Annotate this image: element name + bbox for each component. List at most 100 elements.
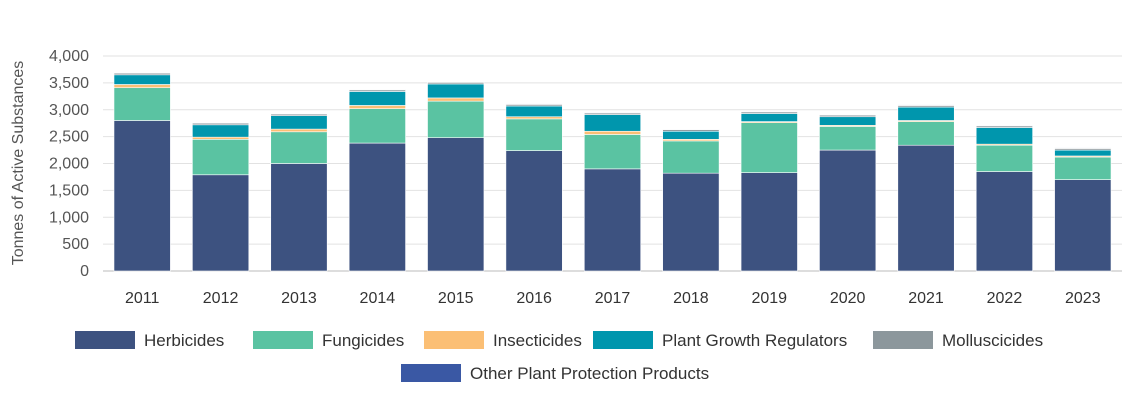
bar-segment-insecticides[interactable] — [348, 105, 406, 109]
y-tick-label: 500 — [62, 236, 89, 253]
legend-label: Molluscicides — [942, 331, 1043, 350]
bar-segment-other-plant-protection-products[interactable] — [348, 89, 406, 91]
bar-segment-other-plant-protection-products[interactable] — [662, 128, 720, 130]
bar-segment-other-plant-protection-products[interactable] — [270, 113, 328, 115]
bar-segment-herbicides[interactable] — [975, 171, 1033, 272]
bar-segment-insecticides[interactable] — [113, 84, 171, 89]
bar-segment-insecticides[interactable] — [505, 116, 563, 120]
y-tick-label: 2,500 — [49, 129, 89, 146]
bar-segment-other-plant-protection-products[interactable] — [192, 122, 250, 124]
bar-segment-plant-growth-regulators[interactable] — [1054, 149, 1112, 157]
x-tick-label: 2011 — [125, 290, 160, 307]
y-tick-label: 4,000 — [49, 48, 89, 65]
bar-segment-herbicides[interactable] — [505, 150, 563, 272]
legend-swatch — [253, 331, 313, 349]
bar-segment-other-plant-protection-products[interactable] — [975, 125, 1033, 127]
legend: Herbicides Fungicides Insecticides Plant Gr… — [75, 331, 1043, 383]
bar-segment-herbicides[interactable] — [662, 172, 720, 272]
bar-segment-herbicides[interactable] — [897, 144, 955, 272]
x-tick-label: 2023 — [1065, 290, 1101, 307]
bar-segment-fungicides[interactable] — [348, 108, 406, 144]
bar-segment-fungicides[interactable] — [427, 100, 485, 139]
legend-item[interactable]: Fungicides — [253, 331, 404, 350]
bar-segment-plant-growth-regulators[interactable] — [897, 106, 955, 121]
legend-swatch — [873, 331, 933, 349]
bar-segment-fungicides[interactable] — [583, 134, 642, 170]
legend-item[interactable]: Other Plant Protection Products — [401, 364, 709, 383]
bar-segment-plant-growth-regulators[interactable] — [505, 105, 563, 118]
legend-swatch — [75, 331, 135, 349]
legend-item[interactable]: Insecticides — [424, 331, 582, 350]
bar-segment-insecticides[interactable] — [583, 130, 642, 135]
bar-segment-fungicides[interactable] — [1054, 156, 1112, 180]
x-axis-ticks: 2011 2012 2013 2014 2015 2016 2017 2018 2019 2020… — [125, 290, 1101, 307]
bar-segment-plant-growth-regulators[interactable] — [583, 114, 642, 132]
bar-segment-other-plant-protection-products[interactable] — [113, 72, 171, 74]
bar-segment-herbicides[interactable] — [819, 149, 877, 272]
bar-segment-plant-growth-regulators[interactable] — [427, 83, 485, 99]
bar-segment-herbicides[interactable] — [113, 120, 171, 272]
bar-segment-plant-growth-regulators[interactable] — [113, 74, 171, 85]
x-tick-label: 2016 — [516, 290, 552, 307]
x-tick-label: 2022 — [987, 290, 1023, 307]
bar-segment-herbicides[interactable] — [583, 168, 642, 272]
x-tick-label: 2019 — [751, 290, 787, 307]
bar-segment-fungicides[interactable] — [662, 140, 720, 174]
bar-segment-fungicides[interactable] — [897, 121, 955, 146]
legend-item[interactable]: Molluscicides — [873, 331, 1043, 350]
y-axis-label: Tonnes of Active Substances — [10, 61, 27, 266]
legend-swatch — [593, 331, 653, 349]
bar-segment-fungicides[interactable] — [113, 87, 171, 121]
bars — [113, 72, 1112, 272]
legend-label: Herbicides — [144, 331, 224, 350]
bar-segment-fungicides[interactable] — [192, 139, 250, 176]
bar-segment-herbicides[interactable] — [1054, 179, 1112, 272]
bar-segment-other-plant-protection-products[interactable] — [897, 104, 955, 106]
bar-segment-plant-growth-regulators[interactable] — [192, 124, 250, 138]
legend-item[interactable]: Plant Growth Regulators — [593, 331, 847, 350]
legend-label: Fungicides — [322, 331, 404, 350]
bar-segment-herbicides[interactable] — [740, 172, 798, 272]
y-tick-label: 1,500 — [49, 182, 89, 199]
bar-segment-other-plant-protection-products[interactable] — [740, 111, 798, 113]
bar-segment-plant-growth-regulators[interactable] — [270, 115, 328, 130]
bar-segment-other-plant-protection-products[interactable] — [583, 112, 642, 114]
bar-segment-other-plant-protection-products[interactable] — [505, 103, 563, 105]
legend-label: Insecticides — [493, 331, 582, 350]
bar-segment-plant-growth-regulators[interactable] — [740, 113, 798, 122]
y-tick-label: 3,500 — [49, 75, 89, 92]
x-tick-label: 2015 — [438, 290, 474, 307]
bar-segment-insecticides[interactable] — [270, 128, 328, 133]
legend-swatch — [424, 331, 484, 349]
bar-segment-fungicides[interactable] — [505, 118, 563, 151]
bar-segment-other-plant-protection-products[interactable] — [1054, 147, 1112, 149]
x-tick-label: 2012 — [203, 290, 239, 307]
bar-segment-fungicides[interactable] — [975, 144, 1033, 172]
legend-item[interactable]: Herbicides — [75, 331, 224, 350]
bar-segment-herbicides[interactable] — [348, 142, 406, 272]
x-tick-label: 2013 — [281, 290, 317, 307]
bar-segment-plant-growth-regulators[interactable] — [348, 91, 406, 106]
bar-segment-herbicides[interactable] — [192, 174, 250, 272]
x-tick-label: 2014 — [360, 290, 396, 307]
bar-segment-insecticides[interactable] — [427, 97, 485, 102]
legend-label: Other Plant Protection Products — [470, 364, 709, 383]
bar-segment-fungicides[interactable] — [740, 122, 798, 173]
bar-segment-herbicides[interactable] — [270, 163, 328, 272]
bar-segment-fungicides[interactable] — [819, 126, 877, 151]
bar-segment-insecticides[interactable] — [192, 136, 250, 140]
y-tick-label: 0 — [80, 263, 89, 280]
y-tick-label: 1,000 — [49, 209, 89, 226]
x-tick-label: 2021 — [908, 290, 944, 307]
bar-segment-other-plant-protection-products[interactable] — [819, 114, 877, 116]
bar-segment-fungicides[interactable] — [270, 131, 328, 164]
legend-swatch — [401, 364, 461, 382]
bar-segment-plant-growth-regulators[interactable] — [662, 130, 720, 140]
bar-segment-plant-growth-regulators[interactable] — [975, 127, 1033, 145]
y-tick-label: 3,000 — [49, 102, 89, 119]
bar-segment-other-plant-protection-products[interactable] — [427, 81, 485, 83]
bar-segment-herbicides[interactable] — [427, 137, 485, 272]
bar-segment-plant-growth-regulators[interactable] — [819, 116, 877, 126]
